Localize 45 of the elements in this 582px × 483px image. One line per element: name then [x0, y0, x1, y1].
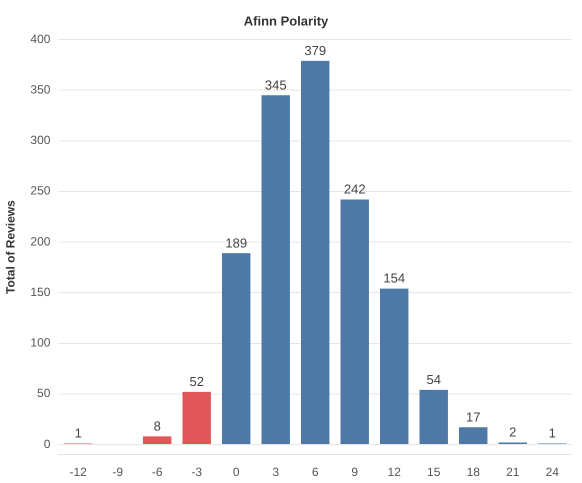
data-label: 154: [383, 270, 406, 286]
data-label: 54: [426, 372, 441, 387]
x-tick-label: -12: [70, 465, 88, 480]
bar: [142, 436, 172, 444]
y-tick-label: 100: [30, 336, 51, 350]
x-tick-label: 0: [232, 465, 240, 480]
chart-title: Afinn Polarity: [244, 13, 330, 28]
y-tick-label: 400: [30, 32, 51, 46]
x-tick-label: -3: [191, 465, 202, 480]
bar: [340, 200, 369, 444]
y-tick-label: 50: [37, 386, 51, 400]
x-tick-label: 9: [351, 465, 358, 480]
x-tick-label: 12: [388, 465, 402, 480]
data-label: 8: [154, 418, 161, 434]
y-tick-label: 0: [44, 436, 51, 451]
bar: [261, 95, 290, 444]
y-tick-label: 150: [30, 284, 51, 299]
y-tick-label: 250: [30, 184, 51, 198]
x-tick-label: 6: [312, 465, 319, 480]
bar: [420, 390, 448, 444]
x-tick-label: 18: [466, 465, 480, 480]
bar: [222, 253, 250, 444]
bar: [459, 427, 488, 444]
x-tick-label: 3: [272, 465, 280, 480]
x-tick-label: -9: [112, 465, 124, 480]
data-label: 52: [189, 374, 204, 389]
data-label: 1: [548, 426, 556, 441]
bar: [300, 60, 330, 444]
x-tick-label: 24: [546, 465, 560, 480]
x-tick-label: -6: [152, 465, 163, 480]
x-tick-label: 21: [506, 465, 520, 480]
y-tick-label: 200: [30, 234, 51, 248]
x-tick-label: 15: [427, 465, 441, 480]
data-label: 17: [466, 409, 480, 424]
data-label: 379: [304, 42, 326, 58]
y-tick-label: 300: [30, 133, 51, 148]
bar: [380, 288, 408, 444]
y-axis-title: Total of Reviews: [4, 200, 18, 294]
data-label: 2: [509, 424, 516, 440]
data-label: 1: [74, 426, 82, 441]
y-tick-label: 350: [30, 82, 51, 97]
bar: [182, 392, 211, 444]
data-label: 189: [225, 235, 248, 250]
data-label: 345: [264, 77, 287, 92]
data-label: 242: [344, 182, 366, 197]
